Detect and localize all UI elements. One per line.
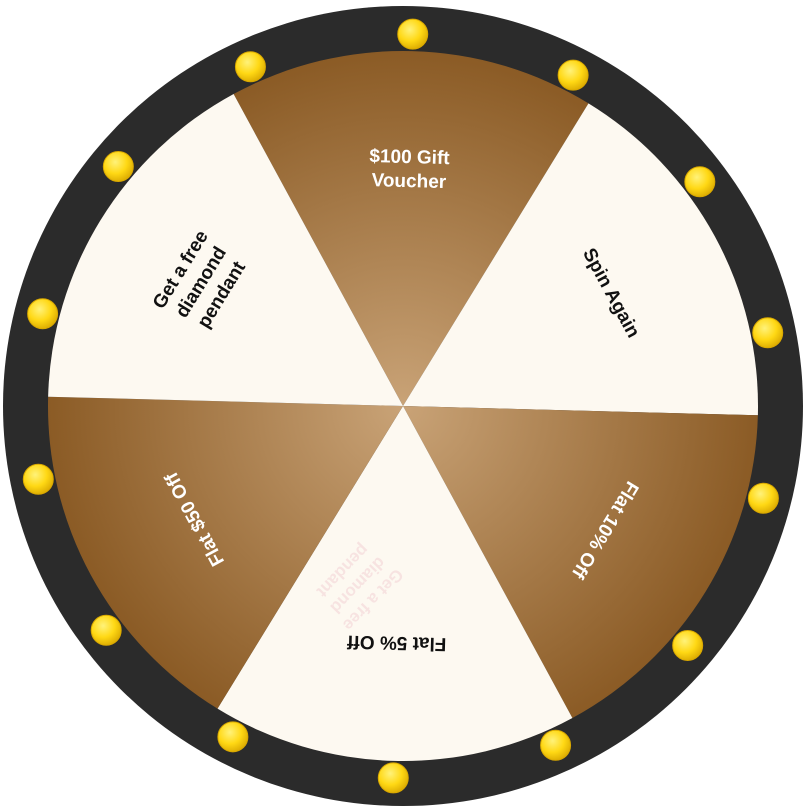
wheel-segment [48,396,404,709]
rim-light-bulb [752,317,784,349]
rim-light-bulb [557,59,589,91]
wheel-segments [48,50,758,761]
rim-light-bulb [217,721,249,753]
rim-light-bulb [747,482,779,514]
ghost-label: Get a freediamondpendant [309,536,407,635]
segment-label: Flat 5% Off [346,631,446,655]
segment-label-line: Flat 5% Off [346,631,446,655]
segment-label-line: Voucher [371,170,447,193]
ghost-label-text: Get a freediamondpendant [309,536,407,635]
rim-light-bulb [22,463,54,495]
rim-light-bulb [684,166,716,198]
rim-light-bulb [90,614,122,646]
rim-lights [22,18,784,794]
wheel-segment [403,406,758,718]
wheel-segment [48,94,404,406]
segment-label-text: $100 GiftVoucher [368,146,450,193]
segment-label-line: $100 Gift [369,146,450,169]
wheel-segment [403,103,758,416]
rim-light-bulb [672,629,704,661]
segment-label-text: Flat 5% Off [346,631,446,655]
rim-light-bulb [377,762,409,794]
segment-label: $100 GiftVoucher [368,146,450,193]
rim-light-bulb [102,151,134,183]
rim-light-bulb [397,18,429,50]
rim-light-bulb [540,729,572,761]
wheel-segment [217,406,573,761]
rim-light-bulb [234,51,266,83]
rim-light-bulb [27,298,59,330]
wheel-segment [233,50,589,406]
